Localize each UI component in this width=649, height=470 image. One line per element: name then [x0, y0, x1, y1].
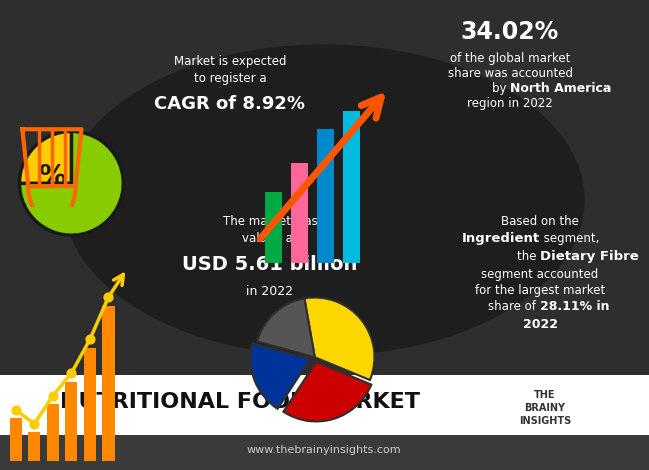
Text: region in 2022: region in 2022 — [467, 97, 553, 110]
Text: segment accounted: segment accounted — [482, 268, 598, 281]
Wedge shape — [304, 298, 374, 380]
Text: in 2022: in 2022 — [247, 285, 293, 298]
Bar — [84, 348, 96, 461]
Text: The market was: The market was — [223, 215, 317, 228]
FancyBboxPatch shape — [0, 375, 649, 470]
Text: %: % — [38, 163, 66, 191]
Point — [47, 392, 58, 399]
Bar — [103, 306, 114, 461]
Text: share was accounted: share was accounted — [448, 67, 572, 80]
Text: for the largest market: for the largest market — [475, 284, 605, 297]
Text: share of: share of — [489, 300, 540, 313]
Text: 2022: 2022 — [522, 318, 557, 331]
Point — [85, 336, 95, 343]
Point — [29, 420, 40, 428]
Bar — [10, 418, 22, 461]
Text: 28.11% in: 28.11% in — [540, 300, 609, 313]
Text: Based on the: Based on the — [501, 215, 579, 228]
Point — [10, 406, 21, 414]
Wedge shape — [284, 362, 371, 422]
Bar — [47, 404, 59, 461]
Text: Ingredient: Ingredient — [462, 232, 540, 245]
Wedge shape — [257, 298, 315, 357]
Text: www.thebrainyinsights.com: www.thebrainyinsights.com — [247, 445, 401, 455]
Text: NUTRITIONAL FOOD MARKET: NUTRITIONAL FOOD MARKET — [60, 392, 420, 412]
Bar — [29, 432, 40, 461]
Bar — [265, 192, 282, 263]
Point — [103, 293, 114, 301]
FancyBboxPatch shape — [0, 435, 649, 470]
Point — [66, 369, 77, 377]
Text: segment,: segment, — [540, 232, 600, 245]
Text: 34.02%: 34.02% — [461, 20, 559, 44]
Bar — [317, 129, 334, 263]
Bar — [66, 382, 77, 461]
Text: valued at: valued at — [242, 232, 298, 245]
Wedge shape — [251, 343, 310, 409]
Text: to register a: to register a — [193, 72, 266, 85]
Text: the: the — [517, 250, 540, 263]
Wedge shape — [19, 132, 71, 183]
Text: CAGR of 8.92%: CAGR of 8.92% — [154, 95, 306, 113]
Text: THE
BRAINY
INSIGHTS: THE BRAINY INSIGHTS — [519, 390, 571, 426]
Bar — [291, 163, 308, 263]
Bar — [343, 111, 360, 263]
Text: North America: North America — [510, 82, 611, 95]
Text: Dietary Fibre: Dietary Fibre — [540, 250, 639, 263]
Text: of the global market: of the global market — [450, 52, 570, 65]
Wedge shape — [19, 132, 123, 235]
Ellipse shape — [64, 45, 584, 355]
Text: Market is expected: Market is expected — [174, 55, 286, 68]
Text: USD 5.61 billion: USD 5.61 billion — [182, 255, 358, 274]
Text: by: by — [492, 82, 510, 95]
